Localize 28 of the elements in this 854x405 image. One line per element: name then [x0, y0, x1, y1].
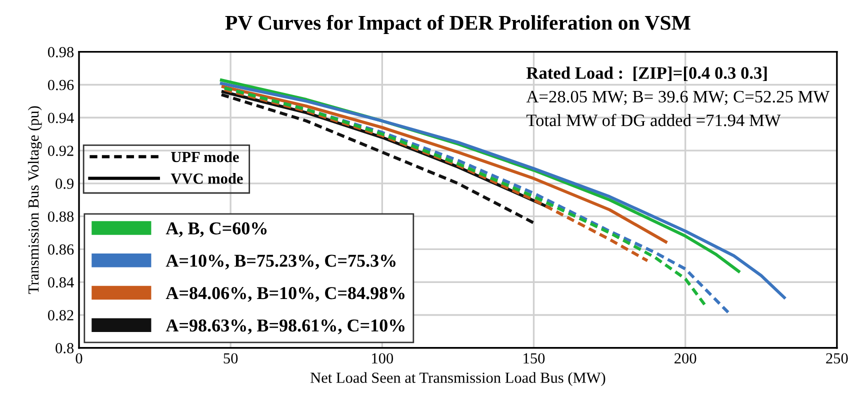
chart-title: PV Curves for Impact of DER Proliferation on VSM: [225, 14, 690, 34]
x-tick-label: 150: [524, 353, 545, 364]
x-tick-label: 250: [826, 353, 848, 364]
x-tick-label: 50: [224, 353, 238, 364]
legend-label: A=84.06%, B=10%, C=84.98%: [166, 287, 404, 302]
y-tick-label: 0.82: [48, 310, 74, 321]
legend-label: A, B, C=60%: [166, 222, 267, 238]
y-axis-title: Transmission Bus Voltage (pu): [28, 106, 42, 294]
y-tick-label: 0.9: [56, 178, 74, 189]
annotation: Total MW of DG added =71.94 MW: [526, 114, 781, 126]
y-tick-label: 0.96: [48, 80, 74, 90]
x-axis-title: Net Load Seen at Transmission Load Bus (MW): [310, 372, 606, 386]
x-tick-label: 0: [76, 353, 82, 364]
y-tick-label: 0.94: [48, 112, 74, 124]
y-tick-label: 0.92: [48, 146, 74, 156]
legend-label: A=10%, B=75.23%, C=75.3%: [166, 254, 396, 270]
y-tick-label: 0.98: [48, 46, 74, 58]
annotation: Rated Load : [ZIP]=[0.4 0.3 0.3]: [526, 66, 767, 82]
annotation: A=28.05 MW; B= 39.6 MW; C=52.25 MW: [526, 90, 830, 106]
y-tick-label: 0.8: [56, 343, 74, 354]
y-tick-label: 0.86: [48, 244, 74, 255]
legend-label: A=98.63%, B=98.61%, C=10%: [166, 319, 404, 334]
annotation: VVC mode: [170, 173, 243, 184]
x-tick-label: 200: [674, 353, 696, 364]
x-tick-label: 100: [372, 353, 394, 364]
y-tick-label: 0.88: [48, 211, 74, 222]
y-tick-label: 0.84: [48, 277, 74, 288]
annotation: UPF mode: [171, 151, 239, 162]
